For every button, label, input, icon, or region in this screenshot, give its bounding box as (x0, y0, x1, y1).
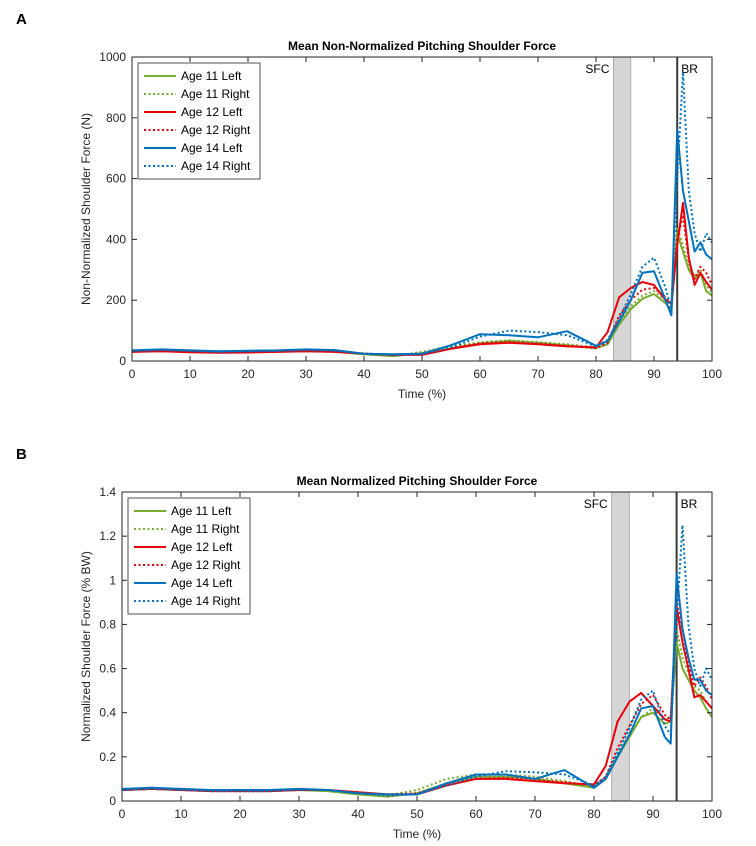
chart-title: Mean Non-Normalized Pitching Shoulder Fo… (288, 39, 556, 53)
y-tick-label: 0.8 (99, 617, 116, 631)
x-tick-label: 70 (528, 807, 542, 821)
x-tick-label: 40 (351, 807, 365, 821)
x-tick-label: 80 (589, 367, 603, 381)
y-tick-label: 1000 (99, 50, 126, 64)
series-line-age-11-right (121, 627, 713, 797)
chart-title: Mean Normalized Pitching Shoulder Force (297, 474, 538, 488)
br-label: BR (681, 497, 698, 511)
y-tick-label: 400 (106, 232, 126, 246)
y-tick-label: 0.4 (99, 706, 116, 720)
y-tick-label: 200 (106, 293, 126, 307)
x-tick-label: 50 (415, 367, 429, 381)
x-tick-label: 60 (469, 807, 483, 821)
legend-entry: Age 11 Right (171, 522, 240, 536)
panel-label-a: A (16, 11, 27, 28)
y-tick-label: 1.4 (99, 485, 116, 499)
sfc-shaded-region (611, 491, 630, 802)
chart-panel-a: SFC BR0 10 20 30 40 50 60 70 80 90 1000200400600800… (79, 39, 722, 401)
legend-entry: Age 12 Left (181, 105, 243, 119)
x-tick-label: 40 (357, 367, 371, 381)
y-tick-label: 0.6 (99, 662, 116, 676)
x-tick-label: 80 (587, 807, 601, 821)
legend-box (127, 497, 251, 615)
legend-box (137, 62, 261, 180)
y-tick-label: 600 (106, 172, 126, 186)
x-tick-label: 10 (174, 807, 188, 821)
x-tick-label: 90 (646, 807, 660, 821)
x-axis-label: Time (%) (398, 387, 446, 401)
x-tick-label: 30 (299, 367, 313, 381)
sfc-label: SFC (585, 62, 609, 76)
y-axis-label: Non-Normalized Shoulder Force (N) (79, 113, 93, 305)
y-tick-label: 0.2 (99, 750, 116, 764)
x-tick-label: 90 (647, 367, 661, 381)
legend-entry: Age 14 Left (181, 141, 243, 155)
y-tick-label: 0 (109, 794, 116, 808)
legend-entry: Age 11 Left (171, 504, 232, 518)
sfc-label: SFC (584, 497, 608, 511)
legend-entry: Age 11 Left (181, 69, 242, 83)
x-tick-label: 20 (241, 367, 255, 381)
x-tick-label: 100 (702, 367, 722, 381)
legend-entry: Age 14 Left (171, 576, 233, 590)
x-tick-label: 0 (129, 367, 136, 381)
x-tick-label: 10 (183, 367, 197, 381)
series-line-age-12-left (121, 605, 713, 796)
x-axis-label: Time (%) (393, 827, 441, 841)
y-axis-label: Normalized Shoulder Force (% BW) (79, 551, 93, 742)
x-tick-label: 20 (233, 807, 247, 821)
y-tick-label: 0 (119, 354, 126, 368)
y-tick-label: 1.2 (99, 529, 116, 543)
legend-entry: Age 14 Right (181, 159, 251, 173)
legend-entry: Age 12 Right (171, 558, 241, 572)
legend-entry: Age 12 Right (181, 123, 251, 137)
x-tick-label: 50 (410, 807, 424, 821)
br-label: BR (681, 62, 698, 76)
chart-panel-b: SFC BR 0 10 20 30 40 50 60 70 80 90 100 0 0.2 0.4 0.6 0.8… (79, 474, 722, 841)
x-tick-label: 70 (531, 367, 545, 381)
series-line-age-14-right (121, 524, 713, 797)
legend-entry: Age 11 Right (181, 87, 250, 101)
legend-entry: Age 14 Right (171, 594, 241, 608)
x-tick-label: 100 (702, 807, 722, 821)
x-tick-label: 0 (119, 807, 126, 821)
panel-label-b: B (16, 446, 27, 463)
y-tick-label: 1 (109, 573, 116, 587)
legend-entry: Age 12 Left (171, 540, 233, 554)
y-tick-label: 800 (106, 111, 126, 125)
series-line-age-14-left (121, 572, 713, 796)
x-tick-label: 60 (473, 367, 487, 381)
x-tick-label: 30 (292, 807, 306, 821)
series-line-age-14-right (131, 71, 713, 356)
